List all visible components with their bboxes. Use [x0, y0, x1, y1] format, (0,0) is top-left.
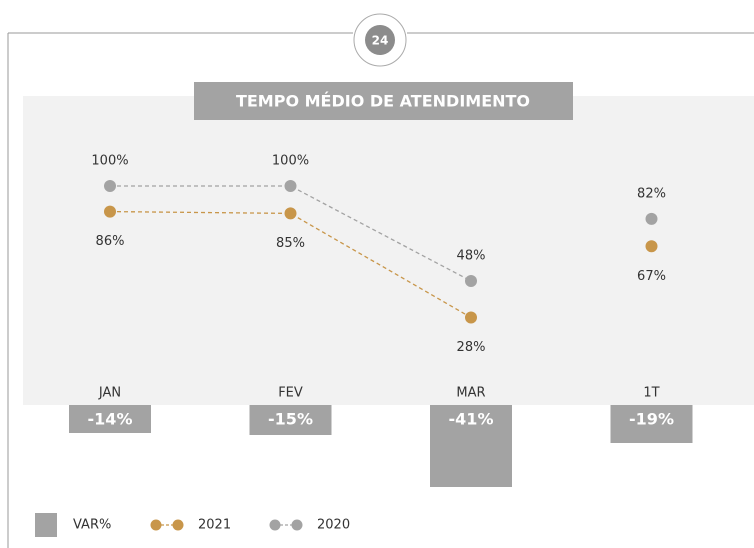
- title-box: [194, 82, 573, 120]
- bar-label: -14%: [88, 410, 133, 429]
- bar-label: -15%: [268, 410, 313, 429]
- bar-label: -41%: [449, 410, 494, 429]
- data-label: 82%: [637, 186, 666, 201]
- data-label: 86%: [96, 234, 125, 249]
- bar: [249, 405, 332, 435]
- legend-dot: [172, 519, 184, 531]
- x-tick-label: JAN: [98, 386, 121, 401]
- data-label: 85%: [276, 236, 305, 251]
- legend-label: 2021: [198, 518, 231, 533]
- bar: [430, 405, 512, 487]
- x-tick-label: 1T: [643, 386, 659, 401]
- bar: [69, 405, 151, 433]
- point: [284, 180, 297, 192]
- point: [104, 180, 116, 192]
- data-label: 100%: [272, 154, 309, 169]
- x-tick-label: MAR: [456, 386, 485, 401]
- point: [284, 207, 297, 220]
- point: [465, 275, 477, 288]
- x-tick-label: FEV: [278, 386, 303, 401]
- data-label: 100%: [91, 154, 128, 169]
- legend-label: 2020: [317, 518, 350, 533]
- legend-swatch: [35, 513, 57, 537]
- point: [645, 212, 658, 225]
- plot-background: [23, 96, 754, 405]
- line: [110, 185, 472, 282]
- chart-title: TEMPO MÉDIO DE ATENDIMENTO: [236, 92, 530, 111]
- legend-label: VAR%: [73, 518, 111, 533]
- legend-dot: [269, 519, 281, 531]
- point: [104, 205, 116, 218]
- bar-label: -19%: [629, 410, 674, 429]
- point: [645, 240, 658, 253]
- data-label: 28%: [457, 340, 486, 355]
- legend-dot: [150, 519, 162, 531]
- data-label: 48%: [457, 249, 486, 264]
- legend-dot: [291, 519, 303, 531]
- bar: [610, 405, 693, 443]
- point: [465, 311, 477, 324]
- data-label: 67%: [637, 269, 666, 284]
- page-number: 24: [372, 34, 389, 48]
- badge: [365, 25, 395, 55]
